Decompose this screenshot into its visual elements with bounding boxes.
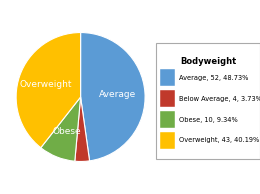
Text: Average: Average — [99, 90, 136, 99]
Bar — [160, 111, 175, 128]
Text: Below Average, 4, 3.73%: Below Average, 4, 3.73% — [179, 96, 260, 101]
Wedge shape — [16, 33, 81, 148]
Text: Obese: Obese — [53, 127, 81, 136]
Bar — [160, 132, 175, 149]
Wedge shape — [81, 33, 145, 161]
Text: Obese, 10, 9.34%: Obese, 10, 9.34% — [179, 117, 238, 122]
Text: Overweight: Overweight — [19, 80, 72, 89]
Text: Bodyweight: Bodyweight — [180, 57, 236, 66]
Text: Average, 52, 48.73%: Average, 52, 48.73% — [179, 75, 248, 81]
Bar — [160, 90, 175, 107]
Wedge shape — [41, 97, 81, 161]
Text: Overweight, 43, 40.19%: Overweight, 43, 40.19% — [179, 138, 259, 143]
Wedge shape — [75, 97, 89, 161]
Bar — [160, 69, 175, 86]
